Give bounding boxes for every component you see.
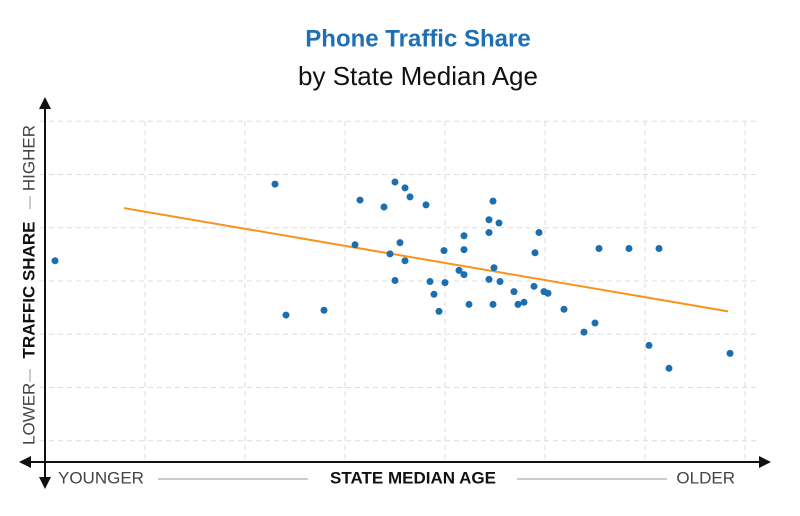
point — [460, 232, 468, 240]
point — [489, 197, 497, 205]
point — [530, 282, 538, 290]
grid — [40, 120, 760, 462]
point — [406, 193, 414, 201]
chart-title: Phone Traffic Share — [305, 25, 530, 52]
point — [726, 349, 734, 357]
point — [426, 278, 434, 286]
point — [520, 298, 528, 306]
point — [460, 271, 468, 279]
point — [625, 245, 633, 253]
point — [580, 328, 588, 336]
point — [351, 241, 359, 249]
point — [356, 196, 364, 204]
arrow — [39, 97, 51, 109]
y-label-low: LOWER — [19, 383, 38, 445]
point — [271, 180, 279, 188]
point — [391, 276, 399, 284]
point — [440, 247, 448, 255]
point — [544, 289, 552, 297]
point — [460, 246, 468, 254]
point — [485, 229, 493, 237]
point — [485, 216, 493, 224]
chart-subtitle: by State Median Age — [298, 61, 538, 91]
point — [422, 201, 430, 209]
x-label-low: YOUNGER — [58, 468, 144, 487]
point — [391, 178, 399, 186]
point — [531, 249, 539, 257]
point — [514, 300, 522, 308]
point — [591, 319, 599, 327]
point — [489, 300, 497, 308]
x-label: STATE MEDIAN AGE — [330, 468, 496, 487]
point — [401, 184, 409, 192]
point — [560, 305, 568, 313]
axes — [19, 97, 771, 489]
x-axis-title: YOUNGER STATE MEDIAN AGE OLDER — [58, 468, 735, 487]
point — [282, 311, 290, 319]
point — [490, 264, 498, 272]
point — [380, 203, 388, 211]
plot — [51, 178, 734, 372]
trend-line — [123, 207, 729, 313]
point — [485, 275, 493, 283]
point — [51, 257, 59, 265]
point — [495, 219, 503, 227]
y-axis-title: LOWER TRAFFIC SHARE HIGHER — [19, 125, 38, 445]
point — [595, 245, 603, 253]
point — [441, 279, 449, 287]
y-label: TRAFFIC SHARE — [19, 222, 38, 359]
point — [430, 290, 438, 298]
point — [455, 266, 463, 274]
point — [535, 229, 543, 237]
point — [510, 288, 518, 296]
x-label-high: OLDER — [676, 468, 735, 487]
arrow — [19, 456, 31, 468]
point — [435, 307, 443, 315]
point — [396, 239, 404, 247]
point — [665, 364, 673, 372]
point — [465, 300, 473, 308]
point — [496, 278, 504, 286]
arrow — [39, 477, 51, 489]
arrow — [759, 456, 771, 468]
point — [386, 250, 394, 258]
point — [320, 306, 328, 314]
y-label-high: HIGHER — [19, 125, 38, 191]
point — [655, 245, 663, 253]
point — [645, 341, 653, 349]
point — [401, 257, 409, 265]
